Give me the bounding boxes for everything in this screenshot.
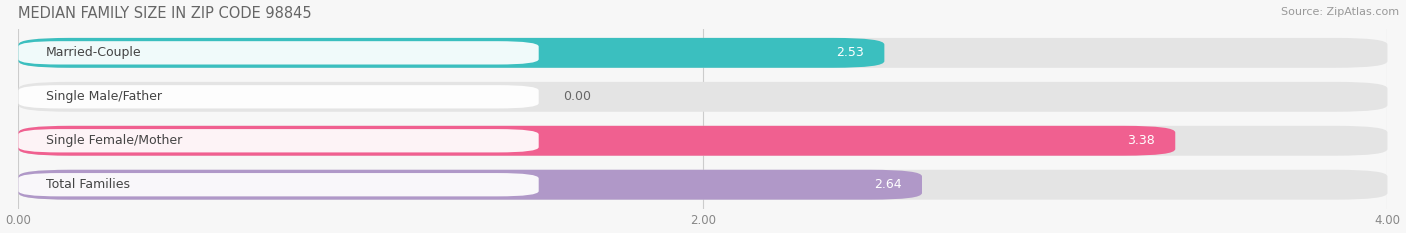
FancyBboxPatch shape (18, 129, 538, 152)
FancyBboxPatch shape (18, 41, 538, 65)
FancyBboxPatch shape (18, 38, 1388, 68)
FancyBboxPatch shape (18, 85, 538, 108)
Text: Single Female/Mother: Single Female/Mother (46, 134, 183, 147)
FancyBboxPatch shape (18, 82, 1388, 112)
FancyBboxPatch shape (18, 173, 538, 196)
Text: 2.64: 2.64 (875, 178, 901, 191)
Text: 3.38: 3.38 (1128, 134, 1154, 147)
FancyBboxPatch shape (18, 126, 1175, 156)
Text: 2.53: 2.53 (837, 46, 863, 59)
Text: Married-Couple: Married-Couple (46, 46, 142, 59)
Text: Source: ZipAtlas.com: Source: ZipAtlas.com (1281, 7, 1399, 17)
FancyBboxPatch shape (18, 170, 922, 200)
FancyBboxPatch shape (18, 126, 1388, 156)
Text: Single Male/Father: Single Male/Father (46, 90, 162, 103)
Text: MEDIAN FAMILY SIZE IN ZIP CODE 98845: MEDIAN FAMILY SIZE IN ZIP CODE 98845 (18, 6, 312, 21)
FancyBboxPatch shape (18, 38, 884, 68)
Text: 0.00: 0.00 (562, 90, 591, 103)
FancyBboxPatch shape (18, 170, 1388, 200)
Text: Total Families: Total Families (46, 178, 129, 191)
